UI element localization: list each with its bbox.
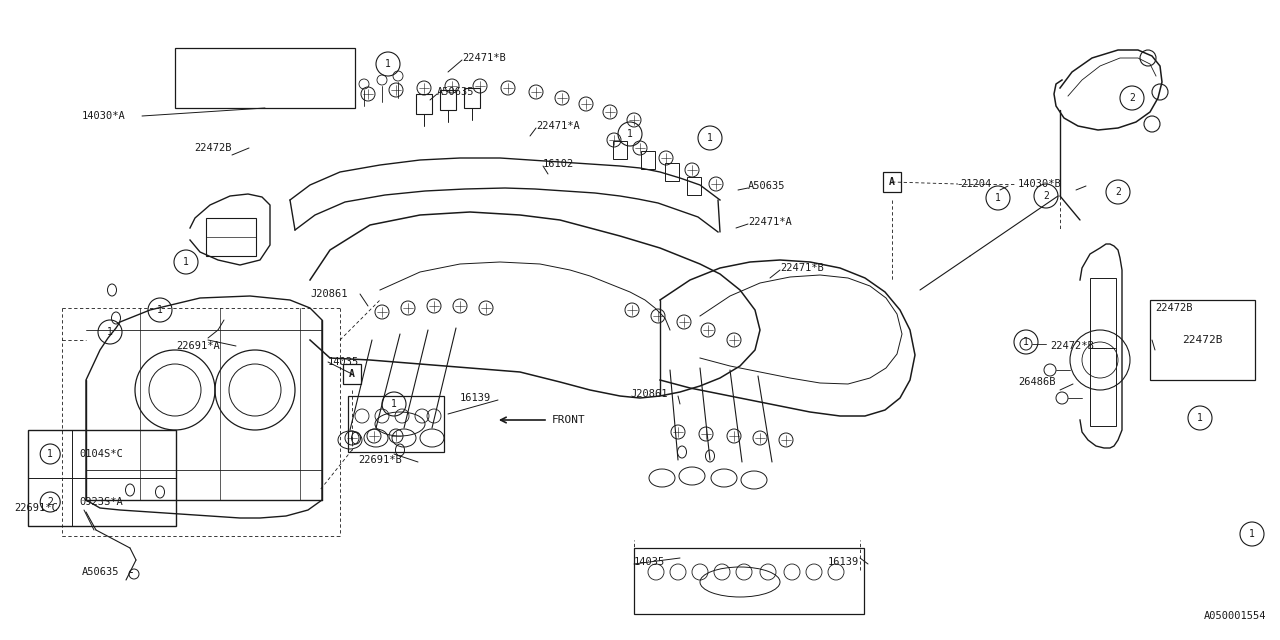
Text: 1: 1	[385, 59, 390, 69]
Bar	[641, 151, 655, 169]
Text: 1: 1	[1249, 529, 1254, 539]
Text: 26486B: 26486B	[1018, 377, 1056, 387]
Text: A50635: A50635	[82, 567, 119, 577]
Text: 1: 1	[157, 305, 163, 315]
Text: 1: 1	[1197, 413, 1203, 423]
Text: 2: 2	[1043, 191, 1048, 201]
Text: 22472B: 22472B	[1155, 303, 1193, 313]
Bar	[175, 48, 355, 108]
Text: J20861: J20861	[630, 389, 667, 399]
Bar	[206, 218, 256, 256]
Text: A50635: A50635	[436, 87, 475, 97]
Text: 22691*C: 22691*C	[14, 503, 58, 513]
Text: 14035: 14035	[328, 357, 360, 367]
Text: 22472B: 22472B	[1183, 335, 1222, 345]
Bar	[687, 177, 701, 195]
Bar	[28, 430, 177, 526]
Text: 1: 1	[392, 399, 397, 409]
Text: J20861: J20861	[310, 289, 347, 299]
Bar	[348, 396, 444, 452]
Text: FRONT: FRONT	[552, 415, 586, 425]
Text: A50635: A50635	[748, 181, 786, 191]
Text: 1: 1	[995, 193, 1001, 203]
Bar	[883, 172, 901, 192]
Text: 22471*A: 22471*A	[748, 217, 792, 227]
Text: 2: 2	[1129, 93, 1135, 103]
Bar	[613, 141, 627, 159]
Bar	[634, 548, 864, 614]
Text: 0923S*A: 0923S*A	[79, 497, 124, 507]
Text: 1: 1	[108, 327, 113, 337]
Text: 16102: 16102	[543, 159, 575, 169]
Text: 22471*B: 22471*B	[462, 53, 506, 63]
Text: 22472*B: 22472*B	[1050, 341, 1093, 351]
Text: 22691*B: 22691*B	[358, 455, 402, 465]
Text: 14030*B: 14030*B	[1018, 179, 1061, 189]
Text: 16139: 16139	[828, 557, 859, 567]
Text: 1: 1	[183, 257, 189, 267]
Text: A050001554: A050001554	[1203, 611, 1266, 621]
Bar	[440, 90, 456, 110]
Text: A: A	[349, 369, 355, 379]
Text: 1: 1	[47, 449, 54, 459]
Text: 14035: 14035	[634, 557, 666, 567]
Bar	[666, 163, 678, 181]
Text: 22472B: 22472B	[195, 143, 232, 153]
Text: 1: 1	[707, 133, 713, 143]
Bar	[416, 94, 433, 114]
Text: 22471*B: 22471*B	[780, 263, 824, 273]
Bar	[1091, 278, 1116, 426]
Bar	[465, 88, 480, 108]
Text: 21204: 21204	[960, 179, 991, 189]
Text: 0104S*C: 0104S*C	[79, 449, 124, 459]
Text: 16139: 16139	[460, 393, 492, 403]
Text: 1: 1	[627, 129, 632, 139]
Text: 14030*A: 14030*A	[82, 111, 125, 121]
Text: 22691*A: 22691*A	[177, 341, 220, 351]
Text: 2: 2	[1115, 187, 1121, 197]
Text: 22471*A: 22471*A	[536, 121, 580, 131]
Bar	[1149, 300, 1254, 380]
Bar	[343, 364, 361, 384]
Text: 2: 2	[47, 497, 54, 507]
Text: 1: 1	[1023, 337, 1029, 347]
Text: A: A	[890, 177, 895, 187]
